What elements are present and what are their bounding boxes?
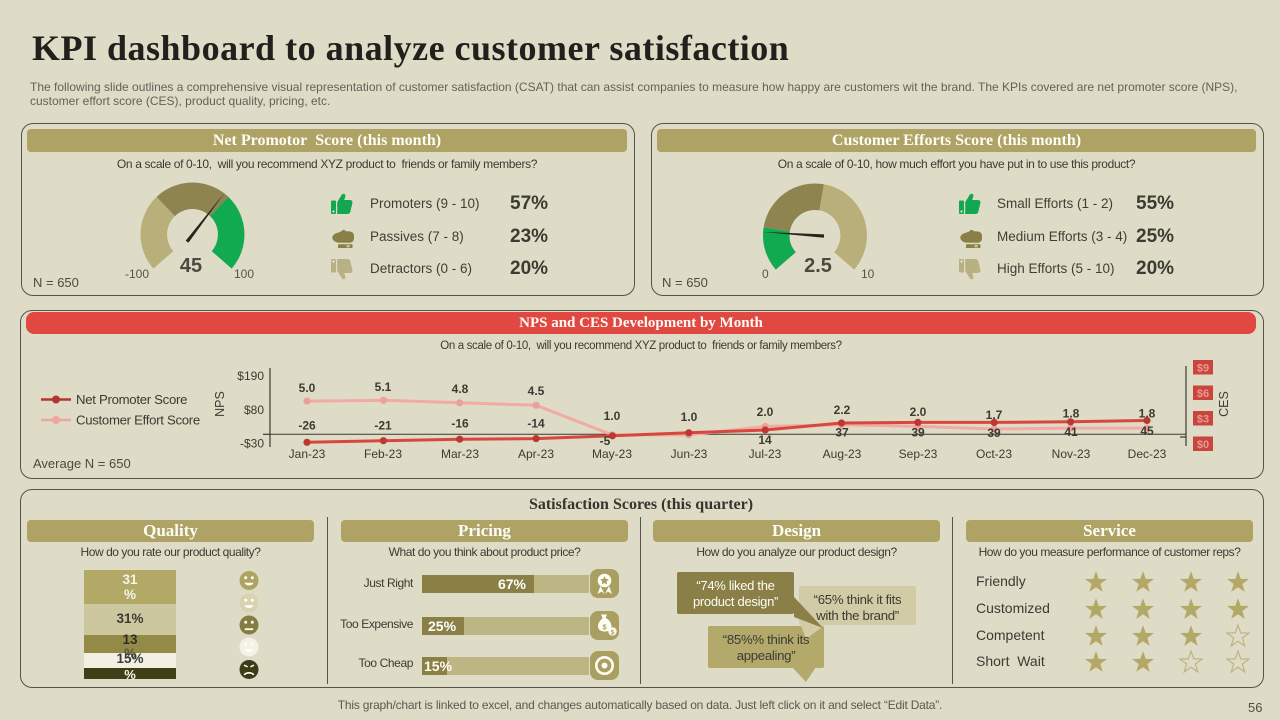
svg-text:$: $: [611, 629, 615, 636]
svg-text:Dec-23: Dec-23: [1128, 447, 1167, 461]
svg-text:14: 14: [758, 433, 772, 447]
svg-text:-5: -5: [600, 434, 611, 448]
svg-text:$3: $3: [1197, 414, 1209, 426]
svg-text:37: 37: [835, 426, 849, 440]
svg-text:Sep-23: Sep-23: [899, 447, 938, 461]
svg-text:-26: -26: [298, 419, 316, 433]
svg-text:39: 39: [987, 426, 1001, 440]
svg-text:1.0: 1.0: [681, 410, 698, 424]
svg-text:“74% liked the: “74% liked the: [696, 578, 774, 593]
svg-text:with the brand”: with the brand”: [815, 608, 899, 623]
svg-text:4.5: 4.5: [528, 384, 545, 398]
svg-text:5.0: 5.0: [299, 381, 316, 395]
svg-text:1.0: 1.0: [604, 409, 621, 423]
svg-text:2.0: 2.0: [757, 405, 774, 419]
svg-text:appealing”: appealing”: [737, 648, 796, 663]
svg-text:$9: $9: [1197, 363, 1209, 375]
svg-text:CES: CES: [1217, 391, 1231, 417]
svg-text:1.8: 1.8: [1139, 407, 1156, 421]
svg-text:2.0: 2.0: [910, 405, 927, 419]
svg-text:Apr-23: Apr-23: [518, 447, 554, 461]
svg-text:“85%% think its: “85%% think its: [723, 632, 810, 647]
svg-text:-14: -14: [527, 417, 545, 431]
svg-text:-21: -21: [374, 419, 392, 433]
svg-text:4.8: 4.8: [452, 382, 469, 396]
svg-text:1.7: 1.7: [986, 408, 1003, 422]
svg-text:Mar-23: Mar-23: [441, 447, 479, 461]
svg-text:-16: -16: [451, 417, 469, 431]
svg-text:$0: $0: [1197, 439, 1209, 451]
svg-text:Net Promoter Score: Net Promoter Score: [76, 392, 187, 407]
svg-text:product design”: product design”: [693, 594, 778, 609]
svg-text:Feb-23: Feb-23: [364, 447, 402, 461]
svg-text:5.1: 5.1: [375, 380, 392, 394]
svg-text:Oct-23: Oct-23: [976, 447, 1012, 461]
svg-text:Jul-23: Jul-23: [749, 447, 782, 461]
svg-text:Aug-23: Aug-23: [823, 447, 862, 461]
svg-text:NPS: NPS: [213, 391, 227, 417]
svg-text:39: 39: [911, 426, 925, 440]
svg-text:1.8: 1.8: [1063, 407, 1080, 421]
svg-text:-$30: -$30: [240, 437, 264, 451]
svg-text:$: $: [603, 623, 608, 632]
svg-text:$190: $190: [237, 369, 264, 383]
svg-text:$6: $6: [1197, 388, 1209, 400]
svg-text:2.2: 2.2: [834, 403, 851, 417]
svg-text:41: 41: [1064, 425, 1078, 439]
svg-text:Customer Effort Score: Customer Effort Score: [76, 413, 200, 428]
svg-text:45: 45: [1140, 424, 1154, 438]
svg-text:“65% think it fits: “65% think it fits: [814, 592, 902, 607]
svg-text:Jan-23: Jan-23: [289, 447, 326, 461]
svg-text:$80: $80: [244, 403, 264, 417]
svg-text:Nov-23: Nov-23: [1052, 447, 1091, 461]
svg-text:Jun-23: Jun-23: [671, 447, 708, 461]
svg-text:May-23: May-23: [592, 447, 632, 461]
